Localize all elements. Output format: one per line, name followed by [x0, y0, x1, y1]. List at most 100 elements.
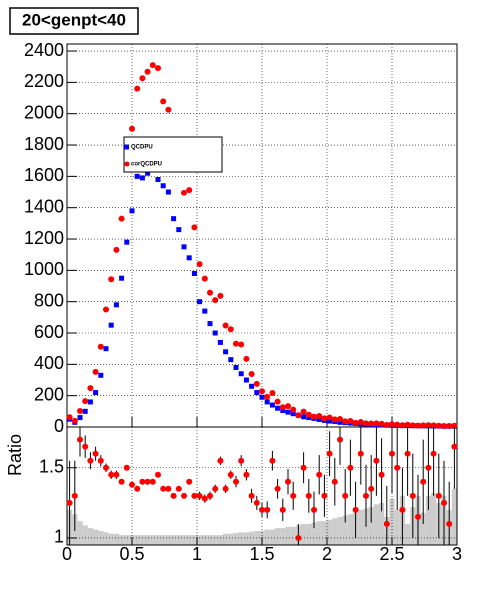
marker [77, 408, 83, 415]
ratio-marker [118, 478, 125, 485]
band-bar [87, 528, 93, 545]
marker [326, 414, 333, 421]
band-bar [249, 531, 255, 545]
marker [92, 368, 99, 375]
ratio-marker [87, 457, 94, 464]
marker [264, 393, 271, 400]
ratio-marker [316, 471, 323, 478]
ratio-marker [425, 464, 432, 471]
band-bar [212, 535, 218, 545]
band-bar [171, 535, 177, 545]
ratio-marker [357, 450, 364, 457]
ratio-marker [321, 492, 328, 499]
marker [108, 276, 115, 283]
marker [227, 326, 234, 333]
marker [186, 187, 193, 194]
marker [446, 423, 453, 430]
band-bar [108, 533, 114, 545]
band-bar [165, 535, 171, 545]
ratio-marker [243, 471, 250, 478]
ratio-marker [123, 464, 130, 471]
ratio-marker [305, 492, 312, 499]
ratio-marker [279, 506, 286, 513]
y-tick-label: 800 [34, 290, 64, 310]
marker [119, 275, 125, 281]
band-bar [420, 512, 426, 545]
marker [290, 411, 296, 417]
marker [301, 414, 307, 420]
marker [368, 420, 375, 427]
ratio-marker [311, 506, 317, 513]
band-bar [207, 535, 213, 545]
marker [129, 125, 135, 132]
marker [82, 398, 89, 405]
marker [82, 408, 88, 414]
marker [290, 406, 297, 413]
ratio-marker [207, 492, 213, 499]
ratio-marker [420, 478, 427, 485]
x-tick-label: 1 [192, 544, 202, 564]
band-bar [217, 535, 223, 545]
ratio-marker [134, 485, 141, 492]
marker [223, 349, 229, 355]
marker [363, 420, 369, 427]
ratio-marker [160, 485, 167, 492]
band-bar [280, 528, 286, 545]
ratio-marker [248, 492, 255, 499]
ratio-marker [149, 478, 156, 485]
marker [165, 189, 171, 195]
band-bar [228, 533, 234, 545]
band-bar [113, 533, 119, 545]
ratio-marker [300, 464, 307, 471]
y-tick-label: 2000 [24, 102, 64, 122]
band-bar [358, 509, 364, 545]
band-bar [301, 523, 307, 545]
band-bar [316, 521, 322, 545]
ratio-marker [170, 492, 177, 499]
marker [243, 377, 249, 383]
band-bar [139, 535, 145, 545]
marker [207, 321, 213, 327]
y-tick-label: 200 [34, 384, 64, 404]
ratio-marker [97, 457, 104, 464]
marker [243, 355, 250, 362]
marker [383, 421, 390, 428]
ratio-marker [415, 513, 421, 520]
band-bar [145, 535, 151, 545]
marker [373, 420, 380, 427]
band-bar [176, 535, 182, 545]
ratio-marker [217, 457, 224, 464]
ratio-marker [373, 457, 380, 464]
ratio-marker [77, 436, 83, 443]
ratio-marker [165, 485, 172, 492]
title-box [9, 7, 139, 35]
marker [196, 261, 203, 268]
y-tick-label: 1400 [24, 196, 64, 216]
band-bar [368, 507, 374, 545]
marker [71, 417, 78, 424]
marker [275, 405, 281, 411]
marker [238, 341, 245, 348]
band-bar [306, 523, 312, 545]
ratio-marker [435, 492, 442, 499]
band-bar [311, 522, 317, 545]
band-bar [389, 498, 395, 545]
ratio-marker [378, 471, 385, 478]
marker [160, 98, 167, 105]
marker [435, 422, 442, 429]
legend-box [123, 136, 223, 173]
marker [197, 299, 203, 305]
marker [176, 227, 182, 233]
band-bar [337, 516, 343, 545]
marker [113, 246, 120, 253]
y-tick-label: 1000 [24, 259, 64, 279]
marker [409, 422, 416, 429]
marker [222, 322, 229, 329]
marker [311, 413, 317, 420]
band-bar [197, 535, 203, 545]
x-tick-label: 0 [62, 544, 72, 564]
band-bar [285, 526, 291, 545]
marker [87, 385, 94, 392]
marker [253, 380, 260, 387]
